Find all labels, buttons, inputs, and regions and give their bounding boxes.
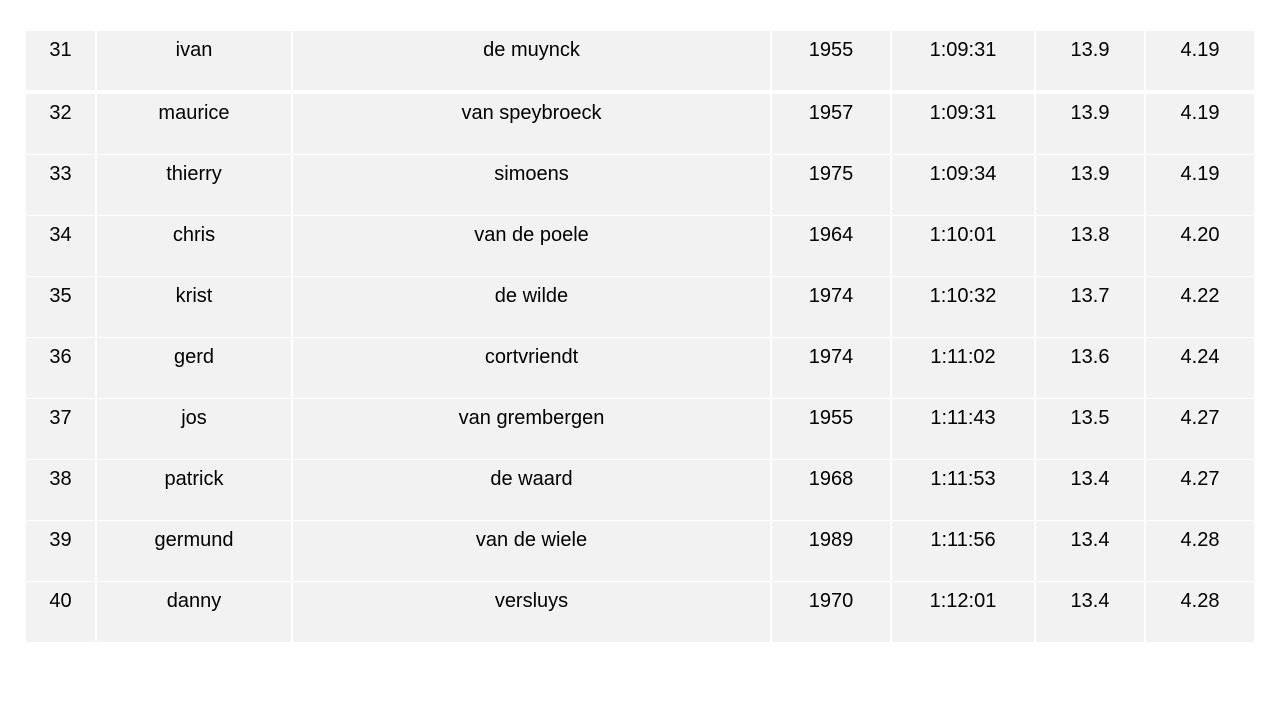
pace-cell: 4.19: [1144, 31, 1254, 94]
birth-year-cell: 1974: [770, 276, 892, 338]
time-cell: 1:09:31: [890, 91, 1036, 155]
table-row: 33 thierry simoens 1975 1:09:34 13.9 4.19: [26, 154, 1254, 216]
rank-cell: 39: [26, 520, 97, 582]
speed-cell: 13.8: [1034, 215, 1146, 277]
table-row: 39 germund van de wiele 1989 1:11:56 13.4 4.28: [26, 520, 1254, 582]
pace-cell: 4.27: [1144, 459, 1254, 521]
time-cell: 1:12:01: [890, 581, 1036, 643]
results-table-body: 31 ivan de muynck 1955 1:09:31 13.9 4.19 32 maur…: [26, 31, 1254, 643]
rank-cell: 37: [26, 398, 97, 460]
last-name-cell: van speybroeck: [291, 91, 772, 155]
table-row: 40 danny versluys 1970 1:12:01 13.4 4.28: [26, 581, 1254, 643]
birth-year-cell: 1955: [770, 398, 892, 460]
rank-cell: 40: [26, 581, 97, 643]
table-row: 35 krist de wilde 1974 1:10:32 13.7 4.22: [26, 276, 1254, 338]
time-cell: 1:10:32: [890, 276, 1036, 338]
speed-cell: 13.4: [1034, 520, 1146, 582]
pace-cell: 4.19: [1144, 91, 1254, 155]
birth-year-cell: 1989: [770, 520, 892, 582]
speed-cell: 13.7: [1034, 276, 1146, 338]
last-name-cell: de wilde: [291, 276, 772, 338]
table-row: 31 ivan de muynck 1955 1:09:31 13.9 4.19: [26, 31, 1254, 94]
birth-year-cell: 1970: [770, 581, 892, 643]
last-name-cell: simoens: [291, 154, 772, 216]
pace-cell: 4.28: [1144, 581, 1254, 643]
speed-cell: 13.9: [1034, 91, 1146, 155]
rank-cell: 34: [26, 215, 97, 277]
table-row: 34 chris van de poele 1964 1:10:01 13.8 4.20: [26, 215, 1254, 277]
pace-cell: 4.27: [1144, 398, 1254, 460]
pace-cell: 4.22: [1144, 276, 1254, 338]
birth-year-cell: 1975: [770, 154, 892, 216]
first-name-cell: thierry: [95, 154, 293, 216]
time-cell: 1:11:56: [890, 520, 1036, 582]
last-name-cell: cortvriendt: [291, 337, 772, 399]
rank-cell: 31: [26, 31, 97, 94]
first-name-cell: danny: [95, 581, 293, 643]
speed-cell: 13.4: [1034, 581, 1146, 643]
last-name-cell: versluys: [291, 581, 772, 643]
first-name-cell: chris: [95, 215, 293, 277]
birth-year-cell: 1974: [770, 337, 892, 399]
last-name-cell: van grembergen: [291, 398, 772, 460]
last-name-cell: van de wiele: [291, 520, 772, 582]
rank-cell: 36: [26, 337, 97, 399]
speed-cell: 13.9: [1034, 154, 1146, 216]
rank-cell: 32: [26, 91, 97, 155]
last-name-cell: van de poele: [291, 215, 772, 277]
first-name-cell: germund: [95, 520, 293, 582]
pace-cell: 4.24: [1144, 337, 1254, 399]
rank-cell: 35: [26, 276, 97, 338]
time-cell: 1:10:01: [890, 215, 1036, 277]
time-cell: 1:09:34: [890, 154, 1036, 216]
results-table: 31 ivan de muynck 1955 1:09:31 13.9 4.19 32 maur…: [26, 31, 1254, 643]
table-row: 38 patrick de waard 1968 1:11:53 13.4 4.27: [26, 459, 1254, 521]
rank-cell: 38: [26, 459, 97, 521]
first-name-cell: ivan: [95, 31, 293, 94]
pace-cell: 4.19: [1144, 154, 1254, 216]
rank-cell: 33: [26, 154, 97, 216]
table-row: 36 gerd cortvriendt 1974 1:11:02 13.6 4.24: [26, 337, 1254, 399]
time-cell: 1:11:43: [890, 398, 1036, 460]
first-name-cell: patrick: [95, 459, 293, 521]
table-row: 37 jos van grembergen 1955 1:11:43 13.5 4.27: [26, 398, 1254, 460]
table-row: 32 maurice van speybroeck 1957 1:09:31 13.9 4.…: [26, 91, 1254, 155]
last-name-cell: de waard: [291, 459, 772, 521]
birth-year-cell: 1968: [770, 459, 892, 521]
time-cell: 1:11:53: [890, 459, 1036, 521]
time-cell: 1:09:31: [890, 31, 1036, 94]
first-name-cell: maurice: [95, 91, 293, 155]
birth-year-cell: 1964: [770, 215, 892, 277]
pace-cell: 4.20: [1144, 215, 1254, 277]
first-name-cell: krist: [95, 276, 293, 338]
speed-cell: 13.6: [1034, 337, 1146, 399]
birth-year-cell: 1957: [770, 91, 892, 155]
speed-cell: 13.5: [1034, 398, 1146, 460]
first-name-cell: jos: [95, 398, 293, 460]
first-name-cell: gerd: [95, 337, 293, 399]
pace-cell: 4.28: [1144, 520, 1254, 582]
speed-cell: 13.4: [1034, 459, 1146, 521]
last-name-cell: de muynck: [291, 31, 772, 94]
time-cell: 1:11:02: [890, 337, 1036, 399]
birth-year-cell: 1955: [770, 31, 892, 94]
speed-cell: 13.9: [1034, 31, 1146, 94]
